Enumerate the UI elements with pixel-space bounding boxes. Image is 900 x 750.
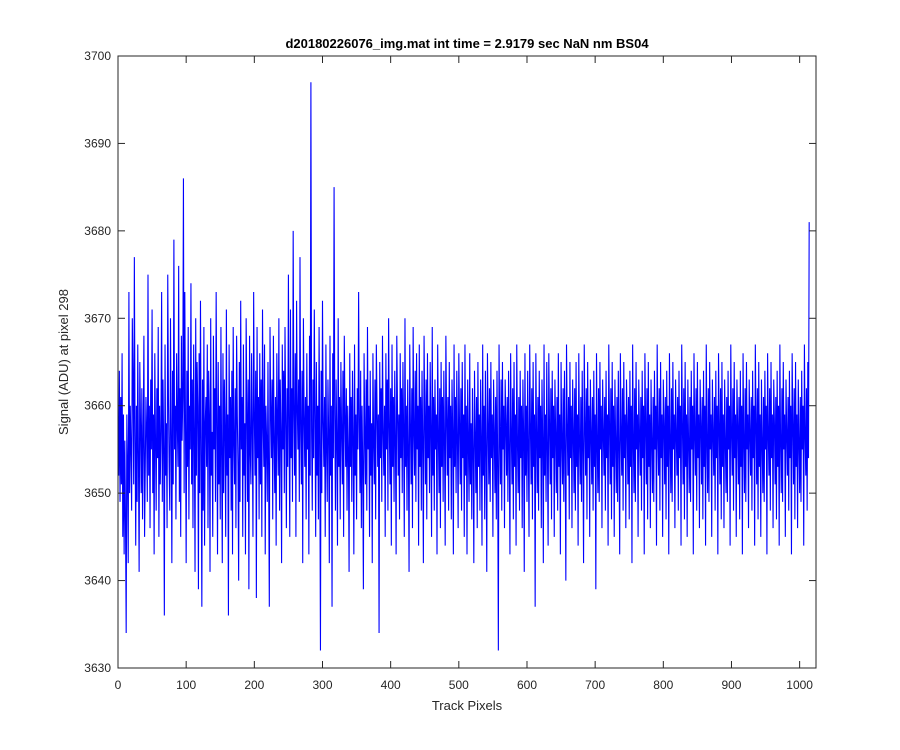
- y-tick-label: 3630: [84, 661, 111, 675]
- y-tick-label: 3650: [84, 486, 111, 500]
- x-tick-label: 200: [244, 678, 264, 692]
- y-tick-label: 3660: [84, 399, 111, 413]
- x-tick-label: 1000: [786, 678, 813, 692]
- x-tick-label: 300: [312, 678, 332, 692]
- x-tick-label: 500: [449, 678, 469, 692]
- y-tick-label: 3640: [84, 574, 111, 588]
- x-tick-label: 800: [653, 678, 673, 692]
- plot-box: [117, 55, 817, 669]
- axis-layer: 0 100 200 300 400 500 600 700 800 900 1000 3630 3640…: [84, 49, 816, 692]
- y-tick-label: 3670: [84, 311, 111, 325]
- series-layer: [118, 82, 810, 651]
- x-tick-label: 600: [517, 678, 537, 692]
- y-axis-label: Signal (ADU) at pixel 298: [56, 289, 71, 435]
- y-tick-label: 3690: [84, 136, 111, 150]
- x-tick-label: 400: [381, 678, 401, 692]
- x-tick-label: 700: [585, 678, 605, 692]
- series-line-0: [118, 82, 810, 651]
- plot-background: [118, 56, 816, 668]
- x-axis-label: Track Pixels: [432, 698, 503, 713]
- x-tick-label: 0: [115, 678, 122, 692]
- x-tick-label: 100: [176, 678, 196, 692]
- y-tick-label: 3700: [84, 49, 111, 63]
- y-tick-label: 3680: [84, 224, 111, 238]
- chart-title: d20180226076_img.mat int time = 2.9179 s…: [285, 36, 649, 51]
- x-tick-label: 900: [721, 678, 741, 692]
